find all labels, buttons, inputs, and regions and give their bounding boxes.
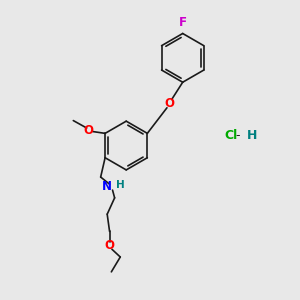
Text: -: - <box>236 129 240 142</box>
Text: O: O <box>84 124 94 137</box>
Text: Cl: Cl <box>224 129 238 142</box>
Text: N: N <box>102 180 112 193</box>
Text: O: O <box>104 239 114 252</box>
Text: O: O <box>164 97 174 110</box>
Text: F: F <box>179 16 187 29</box>
Text: H: H <box>116 180 125 190</box>
Text: H: H <box>247 129 257 142</box>
